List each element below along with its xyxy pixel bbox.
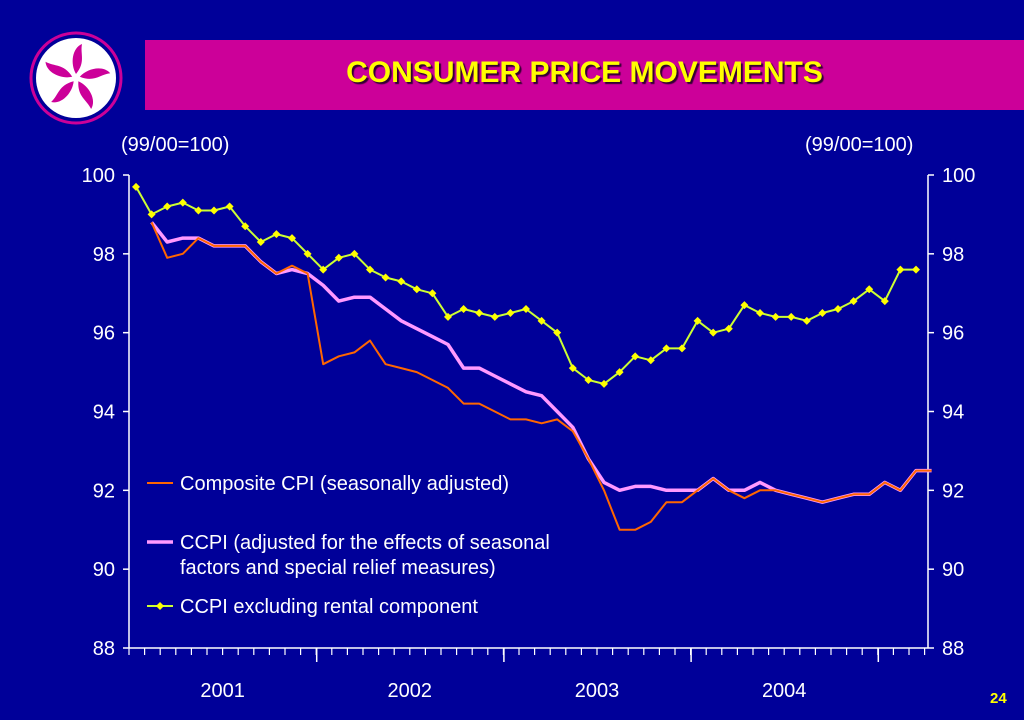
data-point-marker — [210, 206, 218, 215]
y-tick-label-right: 88 — [942, 638, 964, 660]
title-bar: CONSUMER PRICE MOVEMENTS — [145, 40, 1024, 110]
data-point-marker — [756, 308, 764, 317]
data-point-marker — [241, 222, 250, 231]
series-line-2 — [135, 186, 916, 385]
right-axis-unit: (99/00=100) — [805, 134, 914, 156]
data-point-marker — [366, 265, 374, 274]
data-point-marker — [896, 265, 905, 274]
data-point-marker — [522, 305, 530, 314]
x-year-label: 2001 — [200, 680, 245, 702]
data-point-marker — [662, 344, 671, 353]
page-number: 24 — [990, 690, 1007, 707]
legend-label-2: CCPI excluding rental component — [180, 596, 478, 618]
data-point-marker — [459, 305, 468, 314]
data-point-marker — [147, 210, 156, 219]
y-tick-label-right: 94 — [942, 402, 964, 424]
y-tick-label-right: 100 — [942, 165, 975, 187]
y-tick-label-left: 94 — [93, 402, 115, 424]
y-tick-label-left: 92 — [93, 480, 115, 502]
x-year-label: 2004 — [762, 680, 807, 702]
data-point-marker — [600, 379, 608, 388]
legend-label-1: factors and special relief measures) — [180, 557, 496, 579]
series-line-1 — [150, 221, 932, 504]
data-point-marker — [132, 182, 140, 191]
data-point-marker — [475, 308, 484, 317]
data-point-marker — [553, 328, 562, 337]
y-tick-label-left: 96 — [93, 323, 115, 345]
data-point-marker — [288, 234, 296, 243]
data-point-marker — [194, 206, 203, 215]
y-tick-label-left: 90 — [93, 559, 115, 581]
left-axis-unit: (99/00=100) — [121, 134, 230, 156]
data-point-marker — [865, 285, 874, 294]
slide-title: CONSUMER PRICE MOVEMENTS — [346, 56, 823, 89]
data-point-marker — [646, 356, 655, 365]
y-tick-label-right: 98 — [942, 244, 964, 266]
legend-marker — [156, 602, 164, 610]
legend-label-0: Composite CPI (seasonally adjusted) — [180, 473, 509, 495]
y-tick-label-right: 96 — [942, 323, 964, 345]
data-point-marker — [256, 238, 265, 247]
x-year-label: 2003 — [575, 680, 620, 702]
legend-label-1: CCPI (adjusted for the effects of season… — [180, 532, 550, 554]
data-point-marker — [303, 249, 312, 258]
data-point-marker — [350, 249, 359, 258]
data-point-marker — [334, 253, 343, 262]
data-point-marker — [787, 312, 796, 321]
data-point-marker — [584, 375, 593, 384]
data-point-marker — [615, 368, 624, 377]
data-point-marker — [178, 198, 187, 207]
data-point-marker — [693, 316, 702, 325]
data-point-marker — [412, 285, 421, 294]
data-point-marker — [834, 305, 842, 314]
data-point-marker — [225, 202, 234, 211]
data-point-marker — [537, 316, 546, 325]
series-line-0 — [150, 221, 932, 531]
y-tick-label-left: 100 — [82, 165, 115, 187]
data-point-marker — [397, 277, 406, 286]
data-point-marker — [849, 297, 858, 306]
y-tick-label-left: 88 — [93, 638, 115, 660]
data-point-marker — [818, 308, 827, 317]
data-point-marker — [272, 230, 281, 239]
data-point-marker — [381, 273, 390, 282]
data-point-marker — [880, 297, 889, 306]
data-point-marker — [740, 301, 749, 310]
data-point-marker — [444, 312, 452, 321]
x-year-label: 2002 — [388, 680, 433, 702]
data-point-marker — [428, 289, 437, 298]
data-point-marker — [724, 324, 733, 333]
data-point-marker — [771, 312, 780, 321]
data-point-marker — [678, 344, 686, 353]
y-tick-label-right: 90 — [942, 559, 964, 581]
bauhinia-flower-icon — [29, 31, 123, 125]
data-point-marker — [490, 312, 499, 321]
data-point-marker — [568, 364, 577, 373]
data-point-marker — [802, 316, 811, 325]
data-point-marker — [163, 202, 172, 211]
y-tick-label-left: 98 — [93, 244, 115, 266]
data-point-marker — [912, 265, 920, 274]
data-point-marker — [319, 265, 328, 274]
y-tick-label-right: 92 — [942, 480, 964, 502]
data-point-marker — [506, 308, 515, 317]
data-point-marker — [709, 328, 718, 337]
data-point-marker — [631, 352, 640, 361]
